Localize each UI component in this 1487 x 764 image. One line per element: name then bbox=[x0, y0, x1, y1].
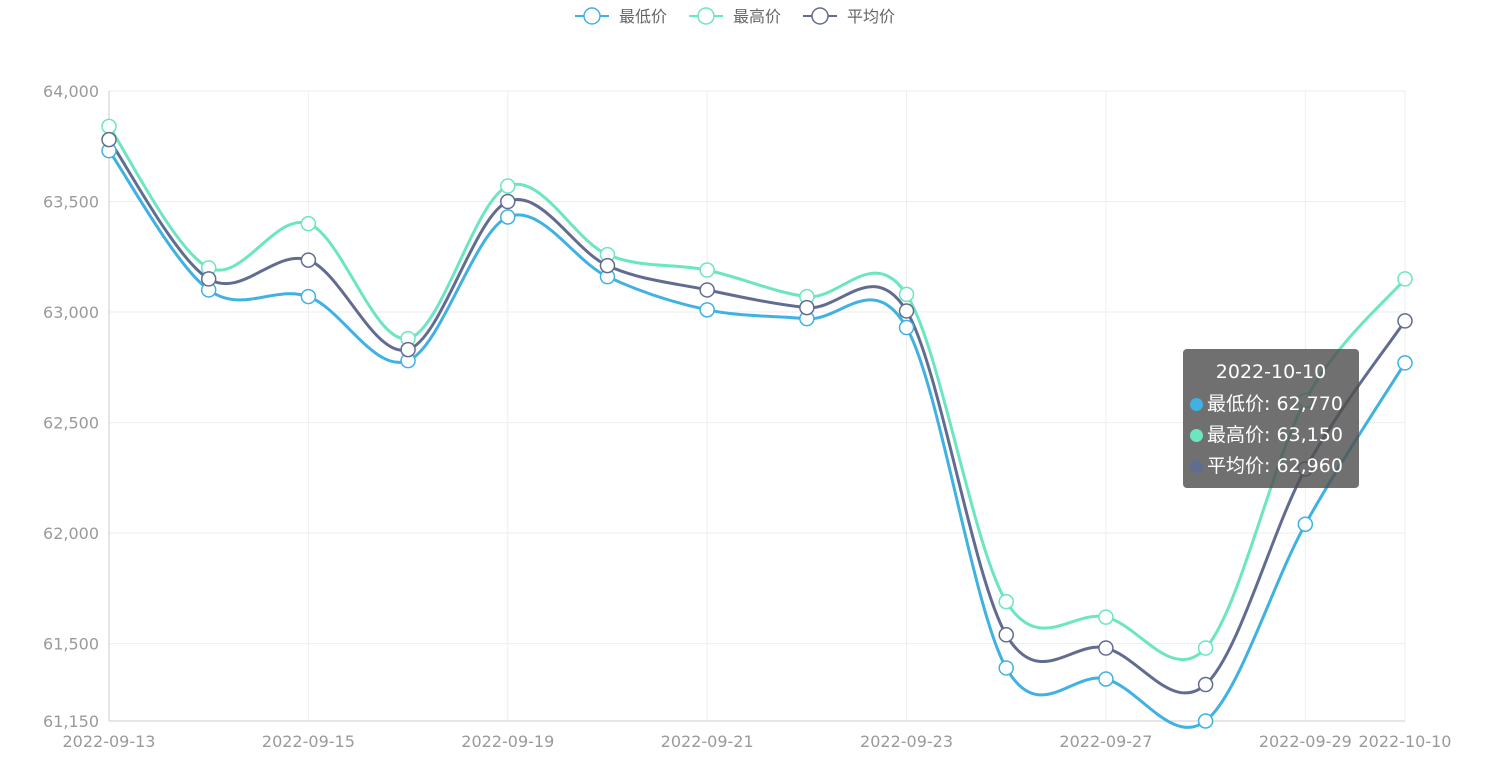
data-point-low[interactable] bbox=[1397, 355, 1413, 371]
legend[interactable]: 最低价 最高价 平均价 bbox=[575, 7, 895, 26]
data-point-avg[interactable] bbox=[101, 131, 117, 148]
data-point-avg[interactable] bbox=[1197, 676, 1214, 693]
data-point-high[interactable] bbox=[1197, 640, 1214, 656]
tooltip-value-low: 62,770 bbox=[1276, 393, 1343, 415]
tooltip: 2022-10-10 最低价: 62,770 最高价: 63,150 平均价: … bbox=[1183, 349, 1359, 488]
tooltip-row-high: 最高价: 63,150 bbox=[1183, 420, 1359, 451]
data-point-avg[interactable] bbox=[898, 303, 915, 319]
tooltip-row-low: 最低价: 62,770 bbox=[1183, 389, 1359, 420]
x-tick-label: 2022-09-23 bbox=[860, 732, 953, 751]
data-point-low[interactable] bbox=[998, 660, 1014, 676]
tooltip-label-avg: 平均价 bbox=[1207, 455, 1265, 477]
legend-circle-icon bbox=[811, 7, 829, 25]
tooltip-row-avg: 平均价: 62,960 bbox=[1183, 451, 1359, 482]
tooltip-dot-icon bbox=[1190, 429, 1203, 442]
y-tick-label: 63,500 bbox=[43, 193, 99, 212]
y-tick-label: 61,150 bbox=[43, 712, 99, 731]
tooltip-value-avg: 62,960 bbox=[1276, 455, 1343, 477]
x-tick-label: 2022-09-21 bbox=[661, 732, 754, 751]
data-point-avg[interactable] bbox=[1397, 313, 1413, 329]
data-point-high[interactable] bbox=[998, 593, 1014, 610]
legend-item-low[interactable]: 最低价 bbox=[575, 7, 667, 26]
data-point-high[interactable] bbox=[1397, 271, 1413, 287]
data-point-low[interactable] bbox=[500, 209, 516, 225]
x-tick-label: 2022-09-13 bbox=[63, 732, 156, 751]
legend-item-avg[interactable]: 平均价 bbox=[803, 7, 895, 26]
x-tick-label: 2022-10-10 bbox=[1359, 732, 1452, 751]
data-point-low[interactable] bbox=[898, 319, 915, 336]
x-tick-label: 2022-09-29 bbox=[1259, 732, 1352, 751]
data-point-low[interactable] bbox=[300, 288, 317, 305]
data-point-avg[interactable] bbox=[1098, 640, 1114, 656]
axes: 61,150 61,500 62,000 62,500 63,000 63,500 64,0… bbox=[43, 82, 1451, 751]
data-point-low[interactable] bbox=[699, 302, 715, 318]
data-point-high[interactable] bbox=[500, 178, 516, 194]
tooltip-title: 2022-10-10 bbox=[1215, 361, 1327, 383]
data-point-high[interactable] bbox=[101, 118, 117, 135]
data-point-avg[interactable] bbox=[200, 271, 217, 287]
x-tick-label: 2022-09-27 bbox=[1059, 732, 1152, 751]
data-point-high[interactable] bbox=[898, 286, 915, 303]
tooltip-value-high: 63,150 bbox=[1276, 424, 1343, 446]
data-point-high[interactable] bbox=[300, 215, 317, 232]
y-tick-label: 64,000 bbox=[43, 82, 99, 101]
legend-label: 最高价 bbox=[733, 7, 781, 26]
data-point-avg[interactable] bbox=[599, 257, 616, 274]
tooltip-label-low: 最低价 bbox=[1207, 393, 1265, 415]
data-point-avg[interactable] bbox=[500, 193, 516, 210]
x-tick-label: 2022-09-19 bbox=[461, 732, 554, 751]
legend-label: 平均价 bbox=[847, 7, 895, 26]
legend-circle-icon bbox=[697, 7, 715, 25]
x-tick-label: 2022-09-15 bbox=[262, 732, 355, 751]
y-tick-label: 62,000 bbox=[43, 524, 99, 543]
legend-label: 最低价 bbox=[619, 7, 667, 26]
tooltip-dot-icon bbox=[1190, 398, 1203, 411]
y-tick-label: 61,500 bbox=[43, 635, 99, 654]
data-point-avg[interactable] bbox=[300, 252, 317, 268]
legend-item-high[interactable]: 最高价 bbox=[689, 7, 781, 26]
tooltip-dot-icon bbox=[1190, 460, 1203, 473]
y-tick-label: 63,000 bbox=[43, 303, 99, 322]
data-point-avg[interactable] bbox=[699, 282, 715, 298]
data-point-low[interactable] bbox=[1098, 671, 1114, 687]
y-tick-label: 62,500 bbox=[43, 414, 99, 433]
data-point-avg[interactable] bbox=[400, 341, 416, 358]
data-point-avg[interactable] bbox=[998, 627, 1014, 643]
legend-circle-icon bbox=[583, 7, 601, 25]
tooltip-label-high: 最高价 bbox=[1207, 424, 1265, 446]
data-point-high[interactable] bbox=[1098, 609, 1114, 625]
data-point-avg[interactable] bbox=[799, 299, 815, 316]
data-point-low[interactable] bbox=[1297, 516, 1314, 533]
data-point-high[interactable] bbox=[699, 262, 715, 278]
data-point-low[interactable] bbox=[1197, 713, 1214, 729]
